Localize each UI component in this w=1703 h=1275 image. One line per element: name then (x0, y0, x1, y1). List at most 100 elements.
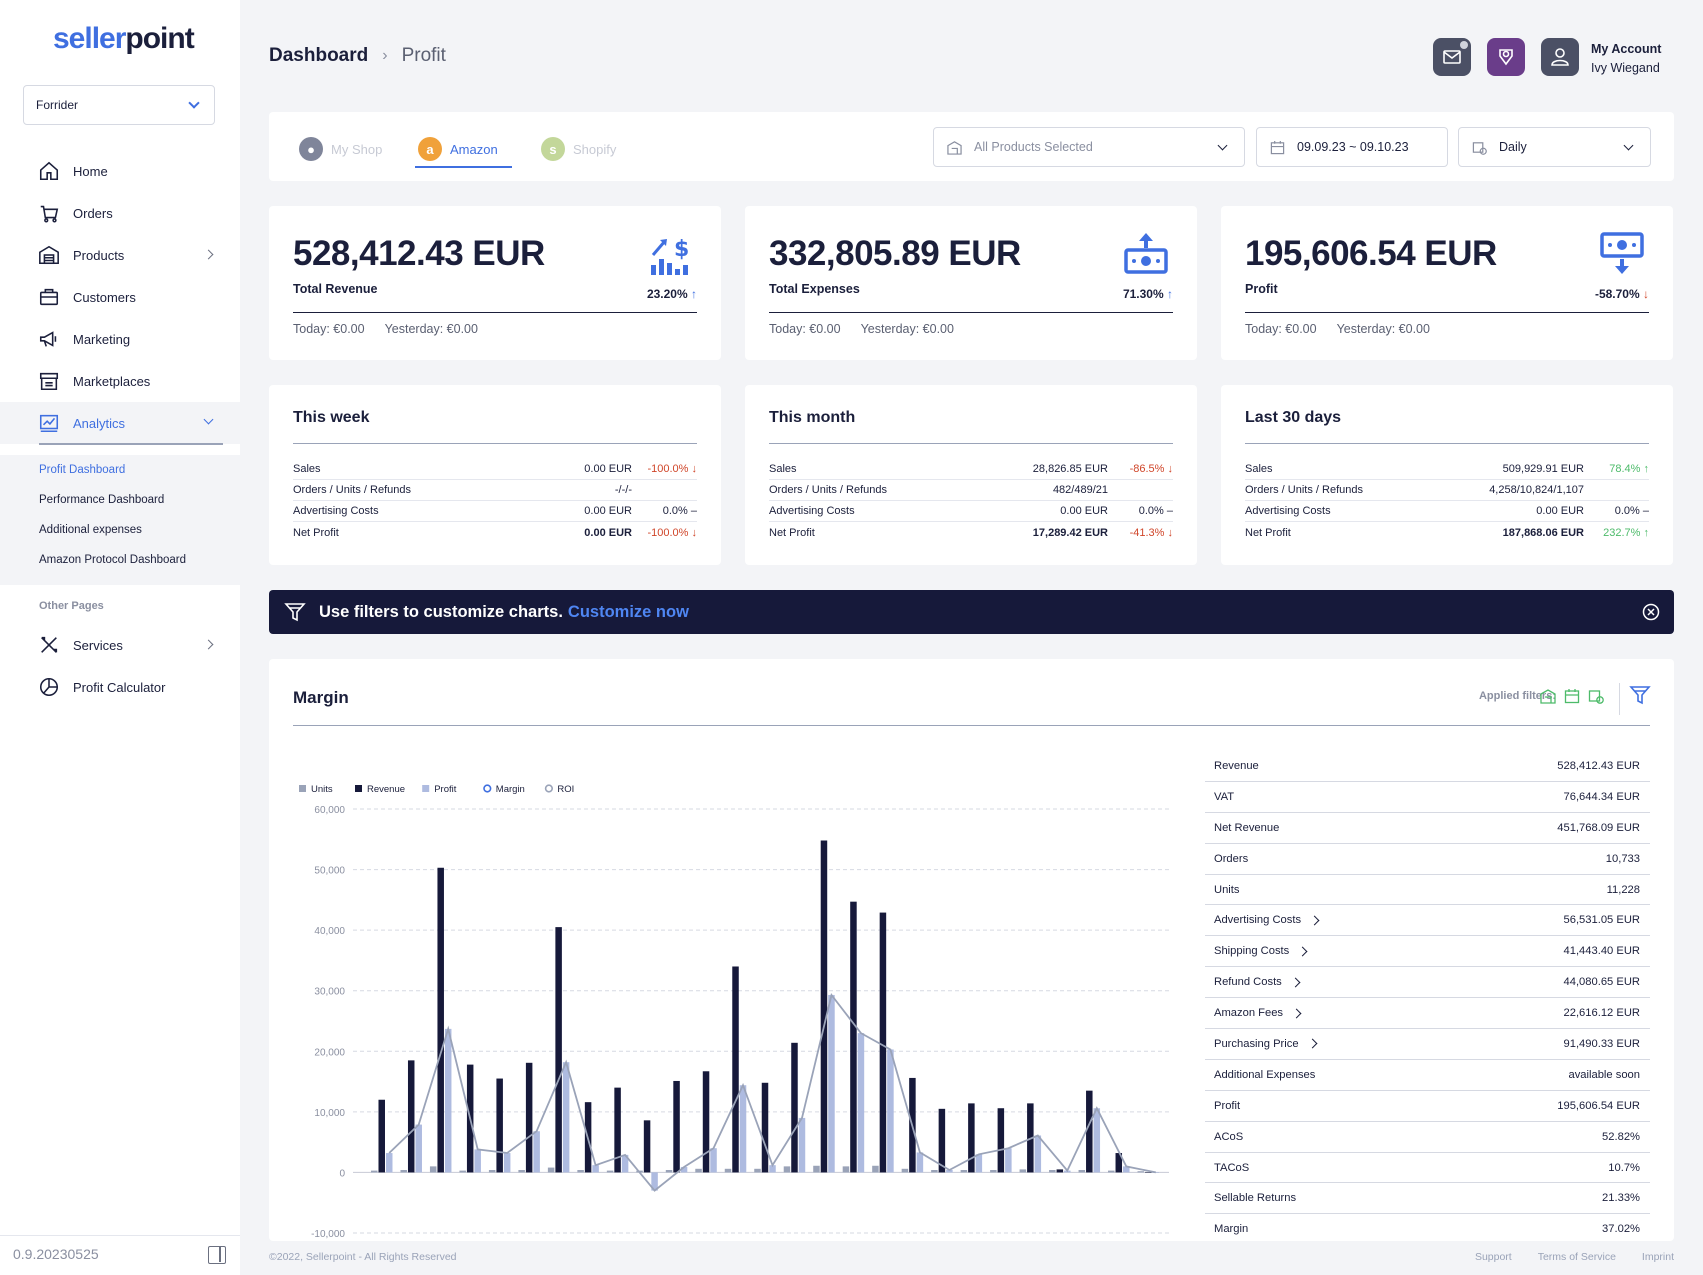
nav-item-marketing[interactable]: Marketing (0, 318, 240, 360)
products-select[interactable]: All Products Selected (933, 127, 1245, 167)
analytics-icon (39, 414, 59, 433)
nav-item-orders[interactable]: Orders (0, 192, 240, 234)
legend-swatch (355, 785, 362, 792)
customize-banner: Use filters to customize charts. Customi… (269, 590, 1674, 634)
stats-row-value: 37.02% (1602, 1223, 1640, 1236)
divider (293, 443, 697, 444)
margin-title: Margin (293, 688, 349, 707)
stats-row: Orders 10,733 (1205, 844, 1650, 875)
period-row-label: Net Profit (1245, 526, 1291, 539)
footer-link-imprint[interactable]: Imprint (1641, 1251, 1674, 1263)
bar-units (665, 1170, 673, 1173)
mail-button[interactable] (1433, 38, 1471, 76)
date-range-picker[interactable]: 09.09.23 ~ 09.10.23 (1256, 127, 1448, 167)
stats-row[interactable]: Advertising Costs 56,531.05 EUR (1205, 905, 1650, 937)
period-card-this-week: This week Sales 0.00 EUR -100.0% ↓ Orders /… (269, 385, 721, 565)
stats-row-label: Shipping Costs (1214, 945, 1290, 958)
period-row-change: 0.0% – (662, 505, 697, 517)
breadcrumb-dashboard[interactable]: Dashboard (269, 45, 369, 66)
active-tab-underline (415, 166, 512, 168)
period-row-change: -100.0% ↓ (647, 463, 697, 475)
nav-item-customers[interactable]: Customers (0, 276, 240, 318)
subnav-profit-dashboard[interactable]: Profit Dashboard (39, 464, 126, 476)
period-row-change: 0.0% – (1138, 505, 1173, 517)
account-info[interactable]: My Account Ivy Wiegand (1591, 42, 1662, 75)
shop-select[interactable]: Forrider (23, 85, 215, 125)
stats-row-label: Units (1214, 883, 1240, 896)
divider (1245, 443, 1649, 444)
stats-row[interactable]: Amazon Fees 22,616.12 EUR (1205, 998, 1650, 1030)
bar-revenue (879, 912, 887, 1173)
close-icon[interactable] (1642, 603, 1660, 621)
bar-revenue (820, 840, 828, 1173)
footer-link-terms[interactable]: Terms of Service (1537, 1251, 1616, 1263)
period-row-value: 482/489/21 (1052, 484, 1108, 496)
bar-revenue (378, 1099, 385, 1173)
stats-row[interactable]: Purchasing Price 91,490.33 EUR (1205, 1029, 1650, 1060)
bar-profit (739, 1085, 747, 1173)
nav-item-analytics[interactable]: Analytics (0, 402, 240, 444)
filter-icon[interactable] (1629, 684, 1651, 706)
notification-dot (1460, 41, 1468, 49)
stats-row-value: 10,733 (1605, 852, 1640, 865)
nav-item-products[interactable]: Products (0, 234, 240, 276)
calendar-icon[interactable] (1564, 688, 1580, 704)
period-row: Sales 509,929.91 EUR 78.4% ↑ (1245, 459, 1649, 480)
bar-revenue (555, 927, 562, 1173)
trend-arrow-icon: ↓ (1167, 463, 1174, 475)
period-select[interactable]: Daily (1458, 127, 1651, 167)
chevron-down-icon (188, 97, 200, 109)
stats-row[interactable]: Shipping Costs 41,443.40 EUR (1205, 936, 1650, 968)
nav-item-services[interactable]: Services (0, 624, 240, 666)
period-row-change: -41.3% ↓ (1129, 526, 1173, 539)
bar-profit (444, 1028, 452, 1173)
tab-shopify[interactable]: s Shopify (541, 134, 616, 164)
trend-arrow-icon: ↑ (1643, 526, 1650, 539)
y-tick-label: 50,000 (314, 866, 345, 877)
user-avatar-button[interactable] (1541, 38, 1579, 76)
chevron-down-icon (1217, 140, 1228, 151)
nav-item-marketplaces[interactable]: Marketplaces (0, 360, 240, 402)
logo[interactable]: sellerpoint (53, 22, 195, 55)
period-row-value: 187,868.06 EUR (1502, 526, 1584, 539)
bar-revenue (643, 1120, 651, 1173)
bar-profit (887, 1049, 894, 1173)
collapse-sidebar-icon[interactable] (208, 1246, 226, 1264)
period-row-value: 0.00 EUR (1060, 505, 1108, 517)
period-row-value: 509,929.91 EUR (1502, 463, 1584, 475)
stats-row: Margin 37.02% (1205, 1214, 1650, 1241)
bar-revenue (1115, 1153, 1123, 1173)
subnav-amazon-protocol[interactable]: Amazon Protocol Dashboard (39, 554, 187, 566)
customize-now-link[interactable]: Customize now (567, 602, 689, 621)
subnav-additional-expenses[interactable]: Additional expenses (39, 524, 142, 536)
nav-item-profit-calculator[interactable]: Profit Calculator (0, 666, 240, 708)
margin-panel: Margin Applied filters: Units Revenue Prof… (269, 659, 1674, 1241)
key-icon (1499, 49, 1513, 66)
chart-pie-icon (39, 677, 59, 697)
calendar-clock-icon[interactable] (1588, 688, 1604, 704)
legend-label: Units (311, 784, 333, 795)
bar-units (695, 1168, 702, 1173)
period-row-label: Sales (769, 463, 797, 475)
subnav-performance-dashboard[interactable]: Performance Dashboard (39, 494, 165, 506)
y-tick-label: 20,000 (314, 1047, 345, 1058)
margin-stats-table: Revenue 528,412.43 EUR VAT 76,644.34 EUR Net… (1205, 751, 1650, 1241)
bar-profit (680, 1166, 688, 1173)
money-down-icon (1600, 232, 1644, 274)
warehouse-icon[interactable] (1540, 688, 1556, 704)
key-button[interactable] (1487, 38, 1525, 76)
tab-my-shop[interactable]: ● My Shop (299, 134, 382, 164)
user-icon (1551, 48, 1569, 66)
nav-item-home[interactable]: Home (0, 150, 240, 192)
bar-profit (857, 1033, 865, 1173)
bar-units (901, 1168, 909, 1173)
footer-link-support[interactable]: Support (1474, 1251, 1512, 1263)
stats-row[interactable]: Refund Costs 44,080.65 EUR (1205, 967, 1650, 999)
bar-profit (592, 1165, 599, 1173)
arrow-down-icon: ↓ (1643, 287, 1649, 301)
stats-row-value: 195,606.54 EUR (1557, 1099, 1640, 1112)
stats-row-label: Net Revenue (1214, 821, 1280, 834)
bar-profit (474, 1149, 481, 1173)
bar-units (724, 1168, 732, 1173)
tab-amazon[interactable]: a Amazon (418, 134, 498, 164)
